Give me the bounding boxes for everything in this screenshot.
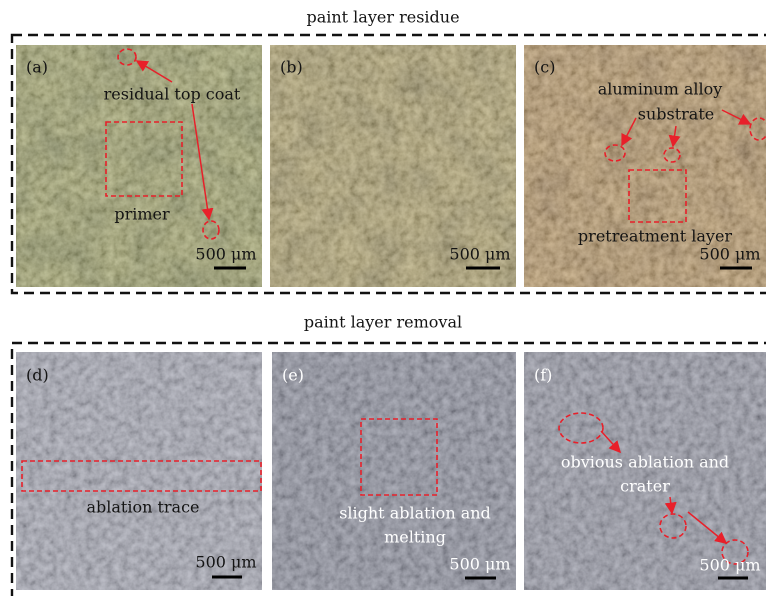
- annotation: obvious ablation and: [561, 453, 729, 472]
- panel-label: (c): [534, 58, 555, 77]
- scale-bar-label: 500 μm: [195, 553, 256, 572]
- scale-bar-label: 500 μm: [699, 245, 760, 264]
- annotation: substrate: [638, 105, 714, 124]
- panel-label: (b): [280, 58, 303, 77]
- annotation: residual top coat: [104, 85, 241, 104]
- panel-label: (a): [26, 58, 48, 77]
- scale-bar-label: 500 μm: [699, 556, 760, 575]
- panel: (e) slight ablation and melting 500 μm: [272, 352, 516, 590]
- annotation: primer: [114, 205, 170, 224]
- figure: paint layer residue (a) residual top coa…: [0, 0, 766, 596]
- panel: (c) aluminum alloy substrate pretreatmen…: [524, 45, 766, 287]
- annotation: aluminum alloy: [598, 80, 723, 99]
- panel-label: (d): [26, 366, 49, 385]
- annotation: pretreatment layer: [578, 227, 733, 246]
- annotation: ablation trace: [86, 498, 199, 517]
- panel: (f) obvious ablation and crater 500 μm: [524, 352, 766, 590]
- scale-bar-label: 500 μm: [449, 245, 510, 264]
- section-title: paint layer residue: [306, 8, 459, 27]
- annotation: melting: [384, 528, 446, 547]
- panel-label: (e): [282, 366, 304, 385]
- panel: (d) ablation trace 500 μm: [16, 352, 262, 590]
- panel: (b) 500 μm: [270, 45, 516, 287]
- section-title: paint layer removal: [304, 313, 462, 332]
- annotation: crater: [620, 477, 670, 496]
- panel: (a) residual top coat primer 500 μm: [16, 45, 262, 287]
- scale-bar-label: 500 μm: [449, 555, 510, 574]
- scale-bar-label: 500 μm: [195, 245, 256, 264]
- annotation: slight ablation and: [339, 504, 491, 523]
- panel-label: (f): [534, 366, 552, 385]
